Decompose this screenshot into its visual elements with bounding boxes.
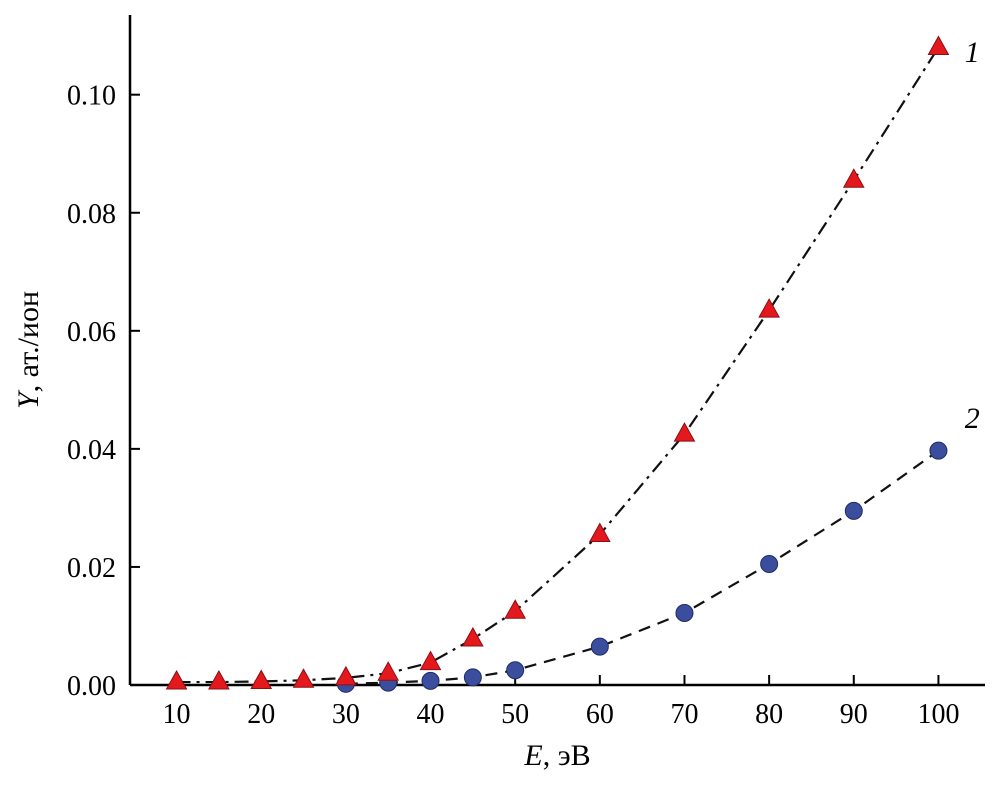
series-1-marker [927, 35, 950, 55]
y-tick-label: 0.00 [67, 671, 116, 702]
x-tick-label: 50 [501, 699, 529, 730]
series-1-line [176, 46, 940, 684]
x-tick-label: 60 [586, 699, 614, 730]
series-2-marker [760, 554, 779, 573]
series-1-marker [758, 298, 780, 318]
series-2-label: 2 [965, 402, 980, 435]
series-1-marker [250, 669, 273, 689]
series-2-marker [506, 661, 525, 680]
series-1-marker [842, 168, 865, 188]
series-2-marker [590, 637, 609, 656]
series-1-marker [208, 670, 230, 690]
y-tick-label: 0.04 [67, 435, 116, 466]
x-tick-label: 90 [840, 699, 868, 730]
x-tick-label: 10 [163, 699, 191, 730]
x-tick-label: 20 [247, 699, 275, 730]
x-axis-label: E, эВ [523, 739, 590, 772]
series-1-marker [588, 522, 611, 542]
x-tick-label: 70 [670, 699, 698, 730]
x-tick-label: 30 [332, 699, 360, 730]
x-tick-label: 80 [755, 699, 783, 730]
series-1-label: 1 [965, 36, 980, 69]
y-tick-label: 0.08 [67, 199, 116, 230]
series-1-marker [419, 650, 442, 671]
series-1-marker [377, 661, 400, 681]
x-tick-label: 40 [417, 699, 445, 730]
y-tick-label: 0.06 [67, 317, 116, 348]
series-1-marker [292, 668, 315, 688]
series-2-marker [421, 671, 440, 690]
series-2-marker [929, 441, 948, 460]
series-2-line [345, 449, 940, 685]
series-1-marker [335, 665, 357, 686]
series-2-marker [844, 501, 863, 520]
y-tick-label: 0.10 [67, 81, 116, 112]
series-2-marker [675, 603, 694, 622]
x-tick-label: 100 [917, 699, 959, 730]
series-2-marker [463, 668, 482, 687]
series-1-marker [165, 670, 188, 690]
series-1-marker [461, 626, 484, 647]
series-1-marker [504, 599, 527, 619]
series-1-marker [673, 422, 696, 442]
y-tick-label: 0.02 [67, 553, 116, 584]
y-axis-label: Y, ат./ион [12, 291, 45, 409]
